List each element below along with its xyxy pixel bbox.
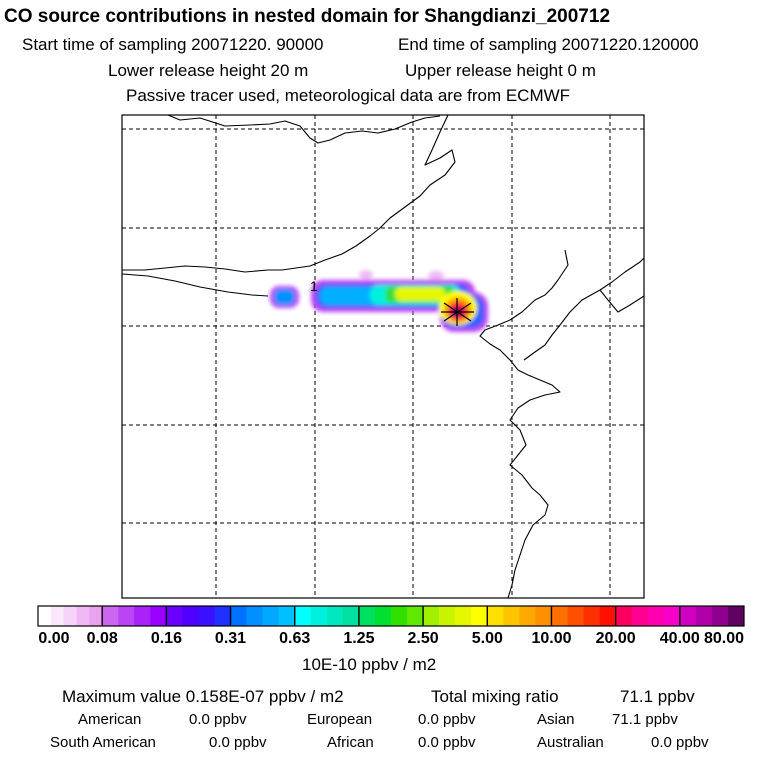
region-name: European — [307, 711, 373, 728]
upper-release-height-label: Upper release height 0 m — [405, 61, 596, 80]
colorbar-tick-label: 0.16 — [150, 630, 182, 647]
lower-release-height-label: Lower release height 20 m — [108, 61, 309, 80]
region-name: Australian — [537, 734, 604, 751]
region-name: South American — [50, 734, 156, 751]
colorbar-tick-label: 0.08 — [86, 630, 118, 647]
region-value: 71.1 ppbv — [612, 711, 678, 728]
map-coastlines — [122, 115, 644, 598]
maximum-value-label: Maximum value 0.158E-07 ppbv / m2 — [62, 687, 344, 706]
start-time-label: Start time of sampling 20071220. 90000 — [22, 35, 324, 54]
colorbar-tick-label: 80.00 — [703, 630, 745, 647]
tracer-info-label: Passive tracer used, meteorological data… — [126, 86, 571, 105]
region-value: 0.0 ppbv — [209, 734, 267, 751]
colorbar-tick-label: 20.00 — [595, 630, 636, 647]
region-value: 0.0 ppbv — [418, 711, 476, 728]
colorbar-tick-label: 1.25 — [343, 630, 375, 647]
region-value: 0.0 ppbv — [651, 734, 709, 751]
station-marker-icon — [441, 298, 474, 326]
total-mixing-ratio-label: Total mixing ratio — [431, 687, 559, 706]
map-gridlines — [122, 115, 644, 598]
plume-field — [270, 270, 488, 332]
end-time-label: End time of sampling 20071220.120000 — [398, 35, 699, 54]
colorbar-tick-label: 10.00 — [531, 630, 572, 647]
total-mixing-ratio-value: 71.1 ppbv — [620, 687, 695, 706]
region-value: 0.0 ppbv — [418, 734, 476, 751]
region-value: 0.0 ppbv — [189, 711, 247, 728]
colorbar-tick-label: 2.50 — [407, 630, 439, 647]
colorbar-tick-label: 40.00 — [659, 630, 700, 647]
region-name: American — [78, 711, 142, 728]
colorbar-tick-label: 0.63 — [279, 630, 311, 647]
region-name: Asian — [537, 711, 575, 728]
chart-title: CO source contributions in nested domain… — [4, 6, 611, 27]
region-name: African — [327, 734, 374, 751]
colorbar-unit-label: 10E-10 ppbv / m2 — [302, 655, 437, 674]
colorbar-tick-label: 0.00 — [38, 630, 70, 647]
map-frame — [121, 114, 645, 599]
station-number-label: 1 — [310, 278, 318, 294]
colorbar-tick-label: 5.00 — [471, 630, 503, 647]
colorbar-tick-label: 0.31 — [214, 630, 247, 647]
